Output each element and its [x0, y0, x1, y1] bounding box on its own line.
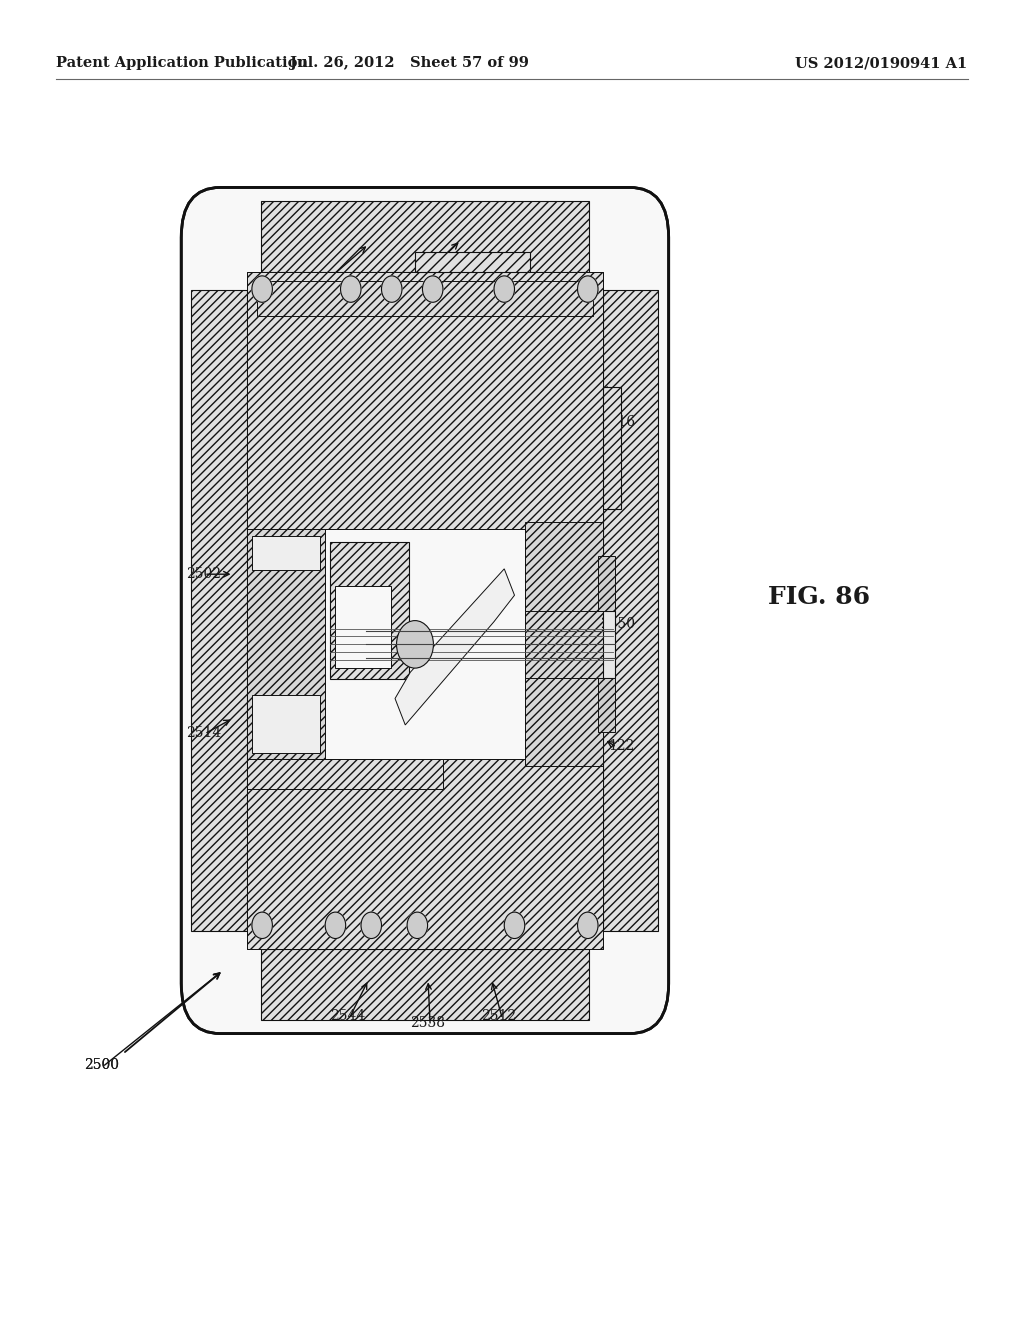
Bar [415, 252, 529, 272]
Bar [336, 586, 390, 668]
Bar [603, 611, 615, 678]
Circle shape [408, 912, 428, 939]
Polygon shape [247, 272, 326, 949]
Circle shape [423, 276, 443, 302]
Bar [598, 678, 615, 733]
Circle shape [326, 912, 346, 939]
Bar [603, 387, 621, 510]
Text: FIG. 86: FIG. 86 [768, 585, 870, 609]
Text: 2516: 2516 [600, 416, 635, 429]
Bar [598, 556, 615, 611]
Text: 2514: 2514 [186, 726, 221, 739]
Polygon shape [524, 272, 603, 949]
Polygon shape [247, 272, 603, 529]
Circle shape [578, 276, 598, 302]
Bar [247, 759, 442, 788]
Text: 2502: 2502 [186, 568, 221, 581]
Circle shape [504, 912, 524, 939]
Circle shape [361, 912, 382, 939]
Text: 2526: 2526 [307, 273, 342, 286]
Text: 2500: 2500 [84, 1059, 119, 1072]
Bar [252, 536, 321, 570]
Text: 122: 122 [608, 739, 635, 752]
Text: 2524: 2524 [399, 273, 434, 286]
Bar [326, 529, 524, 759]
Polygon shape [524, 678, 603, 766]
Circle shape [252, 912, 272, 939]
Circle shape [494, 276, 514, 302]
Bar [252, 696, 321, 752]
Polygon shape [247, 759, 603, 949]
Text: 2544: 2544 [330, 1010, 365, 1023]
Text: Patent Application Publication: Patent Application Publication [56, 57, 308, 70]
Polygon shape [191, 290, 247, 931]
Circle shape [382, 276, 402, 302]
Circle shape [252, 276, 272, 302]
Polygon shape [261, 949, 589, 1020]
Circle shape [578, 912, 598, 939]
Circle shape [341, 276, 361, 302]
Text: 2500: 2500 [84, 1059, 119, 1072]
Text: 2538: 2538 [410, 1016, 444, 1030]
Bar [257, 281, 593, 317]
Bar [331, 543, 409, 678]
Polygon shape [524, 523, 603, 611]
Ellipse shape [396, 620, 433, 668]
FancyBboxPatch shape [181, 187, 669, 1034]
Text: 2512: 2512 [481, 1010, 516, 1023]
Polygon shape [395, 569, 514, 725]
Polygon shape [603, 290, 658, 931]
Text: 2550: 2550 [600, 618, 635, 631]
Polygon shape [261, 201, 589, 272]
Text: Jul. 26, 2012   Sheet 57 of 99: Jul. 26, 2012 Sheet 57 of 99 [290, 57, 529, 70]
Text: US 2012/0190941 A1: US 2012/0190941 A1 [796, 57, 968, 70]
